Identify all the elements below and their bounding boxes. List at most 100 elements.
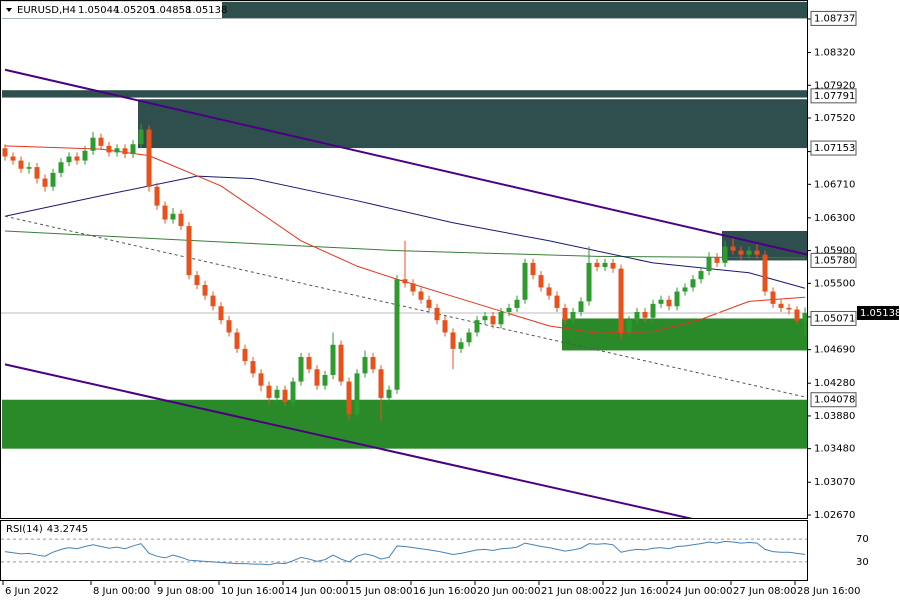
y-tick-label: 1.07520 <box>814 113 855 124</box>
y-tick-label: 1.07920 <box>814 80 855 91</box>
candle-body <box>306 357 312 370</box>
x-tick-label: 6 Jun 2022 <box>5 586 59 597</box>
current-price-box <box>857 305 899 320</box>
zone <box>138 99 807 149</box>
candle-body <box>290 381 296 403</box>
candle-body <box>26 167 32 169</box>
candle-body <box>594 262 600 267</box>
candle-body <box>370 357 376 370</box>
candle-body <box>650 303 656 318</box>
y-tick-label: 1.06710 <box>814 179 855 190</box>
candle-body <box>90 137 96 151</box>
candle-body <box>258 373 264 386</box>
candle-body <box>546 287 552 296</box>
level-box <box>810 140 857 156</box>
candle-body <box>682 287 688 292</box>
candle-body <box>194 275 200 285</box>
candle-body <box>698 271 704 280</box>
candle-body <box>354 373 360 415</box>
candle-body <box>786 307 792 310</box>
candle-body <box>610 262 616 269</box>
candle-body <box>666 299 672 307</box>
candle-body <box>154 186 160 206</box>
overlay-line <box>4 230 806 259</box>
candle-body <box>674 291 680 307</box>
y-tick-label: 1.05900 <box>814 246 855 257</box>
candle-body <box>538 275 544 288</box>
candle-body <box>346 381 352 415</box>
candle-body <box>18 160 24 169</box>
rsi-name: RSI(14) <box>6 524 43 535</box>
candle-body <box>218 306 224 321</box>
candle-body <box>634 311 640 321</box>
candle-body <box>234 332 240 349</box>
overlay-line <box>4 68 807 256</box>
candle-body <box>386 389 392 398</box>
candle-body <box>602 262 608 267</box>
y-tick-label: 1.04690 <box>814 345 855 356</box>
level-box <box>810 310 857 326</box>
candle-body <box>730 246 736 251</box>
candle-body <box>98 137 104 146</box>
candle-body <box>10 156 16 161</box>
candle-body <box>170 213 176 220</box>
x-tick-label: 14 Jun 00:00 <box>285 586 349 597</box>
candle-body <box>378 369 384 398</box>
level-label: 1.07791 <box>814 91 855 102</box>
y-tick-label: 1.06300 <box>814 213 855 224</box>
overlay-line <box>4 215 807 398</box>
header-high: 1.05205 <box>114 5 155 16</box>
candle-body <box>722 246 728 263</box>
x-tick-label: 20 Jun 00:00 <box>477 586 541 597</box>
candle-body <box>466 332 472 343</box>
current-price-label: 1.05138 <box>860 308 900 319</box>
candle-body <box>250 361 256 374</box>
level-box <box>810 10 857 26</box>
zone <box>2 399 807 449</box>
candle-body <box>330 344 336 376</box>
level-label: 1.07153 <box>814 143 855 154</box>
candle-body <box>442 320 448 333</box>
candle-body <box>298 357 304 382</box>
candle-body <box>762 254 768 292</box>
x-tick-label: 9 Jun 08:00 <box>157 586 214 597</box>
candle-body <box>274 389 280 398</box>
candle-body <box>210 295 216 307</box>
x-tick-label: 15 Jun 08:00 <box>349 586 413 597</box>
level-label: 1.08737 <box>814 13 855 24</box>
symbol: EURUSD,H4 <box>17 5 76 16</box>
candle-body <box>482 316 488 321</box>
rsi-tick-label: 70 <box>856 534 869 545</box>
candle-body <box>434 307 440 321</box>
candle-body <box>50 172 56 187</box>
chart-header: EURUSD,H4 1.05044 1.05205 1.04858 1.0513… <box>2 2 227 18</box>
overlay-line <box>4 363 693 518</box>
candle-body <box>74 156 80 161</box>
candle-body <box>706 257 712 272</box>
level-label: 1.05071 <box>814 313 855 324</box>
level-box <box>810 252 857 268</box>
candle-body <box>770 291 776 304</box>
candle-body <box>506 307 512 312</box>
candle-body <box>426 299 432 308</box>
candle-body <box>778 303 784 308</box>
candle-body <box>626 320 632 333</box>
candle-body <box>282 389 288 403</box>
candle-body <box>322 375 328 386</box>
candle-body <box>394 279 400 390</box>
candle-body <box>530 262 536 276</box>
x-tick-label: 27 Jun 08:00 <box>733 586 797 597</box>
candle-body <box>746 250 752 255</box>
level-label: 1.04078 <box>814 395 855 406</box>
rsi-label: RSI(14) 43.2745 <box>6 524 88 535</box>
y-tick-label: 1.05500 <box>814 278 855 289</box>
y-tick-label: 1.04280 <box>814 378 855 389</box>
candle-body <box>658 299 664 304</box>
candle-body <box>34 167 40 179</box>
candle-body <box>226 320 232 333</box>
candle-body <box>490 316 496 325</box>
y-tick-label: 1.03070 <box>814 477 855 488</box>
x-tick-label: 16 Jun 16:00 <box>413 586 477 597</box>
level-box <box>810 392 857 408</box>
